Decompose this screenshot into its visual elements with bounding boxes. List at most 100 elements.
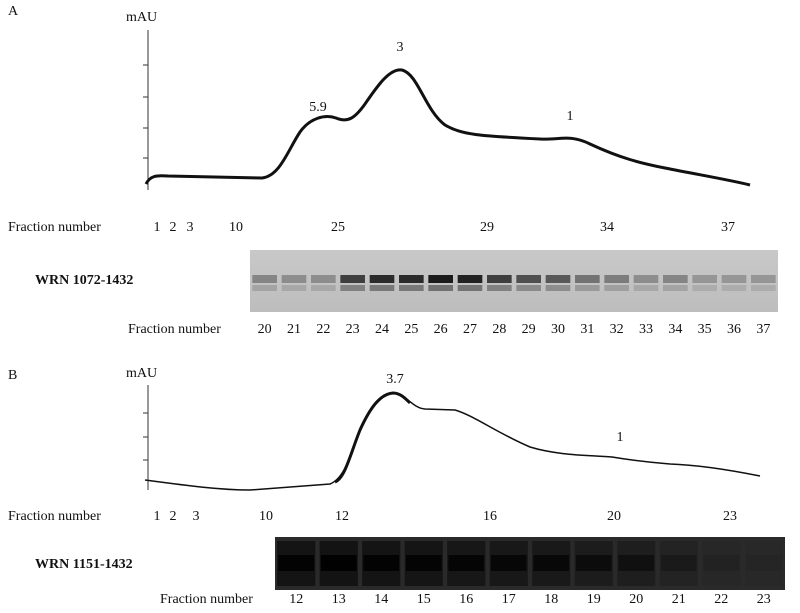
lane-label: 16 [459, 592, 473, 607]
lane-label: 13 [332, 592, 346, 607]
x-tick-label: 25 [331, 220, 345, 235]
gel-band [490, 555, 527, 571]
gel-band [533, 555, 570, 571]
x-axis-title: Fraction number [8, 509, 101, 524]
gel-band [428, 285, 453, 291]
x-tick-label: 10 [229, 220, 243, 235]
gel-band [252, 285, 277, 291]
lane-label: 17 [502, 592, 516, 607]
gel-band [487, 275, 512, 283]
lane-label: 24 [375, 322, 389, 337]
x-tick-label: 23 [723, 509, 737, 524]
x-tick-label: 1 [154, 220, 161, 235]
lane-title: Fraction number [160, 592, 253, 607]
lane-label: 30 [551, 322, 565, 337]
gel-lane [617, 541, 656, 586]
peak-label: 5.9 [309, 100, 327, 115]
gel-band [663, 285, 688, 291]
gel-band [369, 285, 395, 291]
lane-label: 28 [492, 322, 506, 337]
gel-band [340, 285, 365, 291]
peak-label: 1 [617, 430, 624, 445]
lane-title: Fraction number [128, 322, 221, 337]
gel-band [703, 555, 740, 571]
gel-band [363, 555, 400, 571]
gel-band [340, 275, 365, 283]
gel-band [405, 555, 442, 571]
lane-label: 23 [346, 322, 360, 337]
gel-band [448, 555, 485, 571]
lane-label: 33 [639, 322, 653, 337]
gel-band [369, 275, 395, 283]
x-tick-label: 12 [335, 509, 349, 524]
lane-label: 23 [757, 592, 771, 607]
lane-label: 18 [544, 592, 558, 607]
gel-band [320, 555, 357, 571]
lane-label: 29 [522, 322, 536, 337]
chromatogram-trace [144, 392, 761, 491]
x-tick-label: 2 [170, 220, 177, 235]
gel-image [250, 250, 778, 312]
gel-band [721, 275, 747, 283]
gel-band [660, 555, 697, 571]
y-axis-unit: mAU [126, 10, 157, 25]
x-tick-label: 29 [480, 220, 494, 235]
gel-band [618, 555, 655, 571]
x-tick-label: 3 [193, 509, 200, 524]
gel-band [487, 285, 512, 291]
gel-band [575, 275, 600, 283]
x-axis-title: Fraction number [8, 220, 101, 235]
gel-band [545, 275, 571, 283]
peak-label: 3.7 [386, 372, 404, 387]
gel-band [428, 275, 453, 283]
y-axis-ticks [143, 64, 148, 159]
lane-label: 25 [404, 322, 418, 337]
lane-label: 27 [463, 322, 477, 337]
gel-band [252, 275, 277, 283]
gel-label: WRN 1151-1432 [35, 557, 133, 572]
lane-label: 12 [289, 592, 303, 607]
x-tick-label: 3 [187, 220, 194, 235]
gel-band [516, 275, 541, 283]
lane-label: 35 [698, 322, 712, 337]
gel-band [457, 285, 483, 291]
gel-band [575, 285, 600, 291]
x-tick-label: 2 [170, 509, 177, 524]
panel-label: B [8, 368, 17, 383]
gel-band [281, 275, 307, 283]
gel-band [633, 285, 659, 291]
x-tick-label: 37 [721, 220, 735, 235]
lane-label: 15 [417, 592, 431, 607]
gel-band [604, 275, 629, 283]
gel-band [575, 555, 612, 571]
gel-band [311, 285, 336, 291]
gel-band [692, 285, 717, 291]
gel-band [663, 275, 688, 283]
gel-band [745, 555, 782, 571]
peak-label: 1 [567, 109, 574, 124]
gel-band [457, 275, 483, 283]
x-tick-label: 20 [607, 509, 621, 524]
lane-label: 26 [434, 322, 448, 337]
gel-band [751, 275, 776, 283]
panel-label: A [8, 4, 19, 19]
x-tick-label: 10 [259, 509, 273, 524]
gel-band [516, 285, 541, 291]
gel-image [275, 537, 785, 590]
gel-band [721, 285, 747, 291]
gel-band [633, 275, 659, 283]
peak-label: 3 [397, 40, 404, 55]
lane-label: 37 [756, 322, 770, 337]
gel-label: WRN 1072-1432 [35, 273, 133, 288]
lane-label: 34 [668, 322, 682, 337]
y-axis-unit: mAU [126, 366, 157, 381]
lane-label: 22 [316, 322, 330, 337]
lane-label: 20 [629, 592, 643, 607]
lane-label: 22 [714, 592, 728, 607]
gel-band [545, 285, 571, 291]
gel-band [604, 285, 629, 291]
lane-label: 20 [258, 322, 272, 337]
lane-label: 36 [727, 322, 741, 337]
lane-label: 19 [587, 592, 601, 607]
